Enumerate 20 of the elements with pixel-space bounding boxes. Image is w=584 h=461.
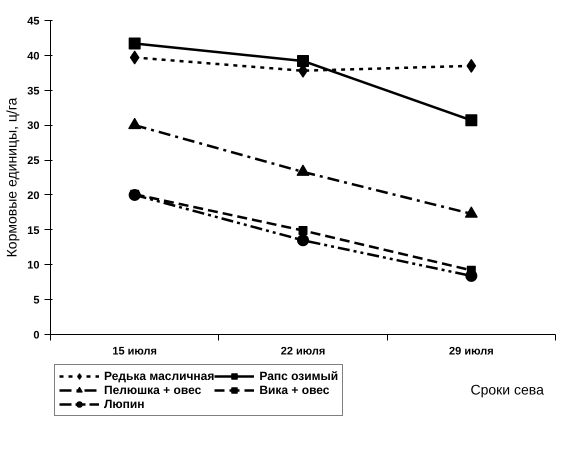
legend-label: Пелюшка + овес bbox=[104, 383, 202, 397]
y-tick-label: 10 bbox=[27, 260, 40, 272]
legend-label: Редька масличная bbox=[104, 369, 214, 383]
legend-label: Вика + овес bbox=[259, 383, 330, 397]
x-axis-title: Сроки сева bbox=[470, 382, 544, 398]
y-tick-label: 25 bbox=[27, 155, 40, 168]
y-tick-label: 35 bbox=[27, 85, 40, 98]
y-tick-label: 45 bbox=[27, 16, 40, 28]
y-tick-label: 30 bbox=[27, 120, 40, 132]
y-tick-label: 15 bbox=[27, 224, 40, 237]
legend-label: Люпин bbox=[104, 397, 145, 411]
y-tick-label: 0 bbox=[33, 330, 40, 342]
y-tick-label: 20 bbox=[27, 190, 40, 202]
y-tick-label: 40 bbox=[27, 50, 40, 62]
y-tick-label: 5 bbox=[33, 294, 40, 307]
legend-label: Рапс озимый bbox=[259, 369, 338, 383]
y-axis-title: Кормовые единицы, ц/га bbox=[3, 97, 20, 258]
x-tick-label: 22 июля bbox=[280, 346, 326, 358]
x-tick-label: 29 июля bbox=[449, 346, 494, 358]
x-tick-label: 15 июля bbox=[112, 346, 157, 358]
